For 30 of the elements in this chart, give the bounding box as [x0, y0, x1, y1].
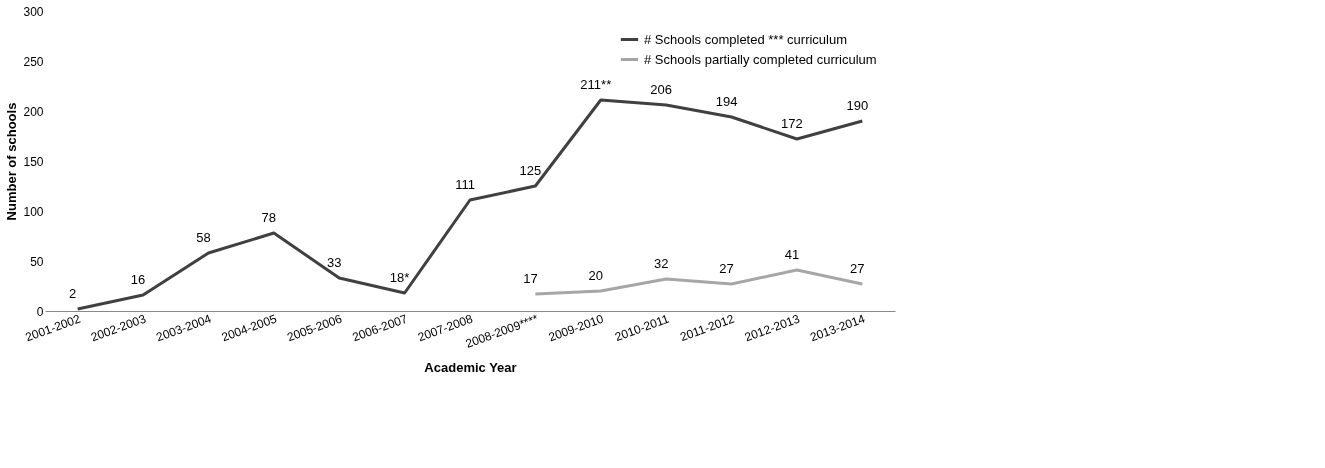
- y-tick-label: 250: [23, 54, 44, 69]
- legend-label: # Schools partially completed curriculum: [644, 51, 877, 67]
- data-label: 27: [719, 261, 734, 276]
- y-tick-label: 300: [23, 4, 44, 19]
- data-label: 18*: [389, 270, 410, 285]
- data-label: 172: [781, 116, 803, 131]
- data-label: 41: [784, 247, 800, 262]
- y-tick-label: 150: [23, 154, 44, 169]
- y-tick-label: 100: [23, 204, 44, 219]
- data-label: 78: [261, 210, 277, 225]
- data-label: 111: [455, 177, 475, 192]
- y-tick-label: 50: [30, 254, 44, 269]
- data-label: 17: [523, 271, 538, 286]
- data-label: 32: [653, 256, 669, 271]
- data-label: 20: [588, 268, 603, 283]
- data-label: 58: [196, 230, 211, 245]
- x-axis-title: Academic Year: [424, 359, 517, 375]
- data-label: 27: [850, 261, 865, 276]
- y-axis-title: Number of schools: [4, 102, 20, 221]
- legend-label: # Schools completed *** curriculum: [644, 31, 848, 47]
- data-label: 33: [327, 255, 342, 270]
- y-tick-label: 200: [23, 104, 44, 119]
- data-label: 211**: [580, 77, 612, 92]
- data-label: 16: [130, 272, 146, 287]
- y-tick-label: 0: [36, 304, 44, 319]
- data-label: 125: [519, 163, 542, 178]
- data-label: 2: [69, 286, 77, 301]
- data-label: 206: [650, 82, 673, 97]
- data-label: 190: [846, 98, 869, 113]
- data-label: 194: [715, 94, 738, 109]
